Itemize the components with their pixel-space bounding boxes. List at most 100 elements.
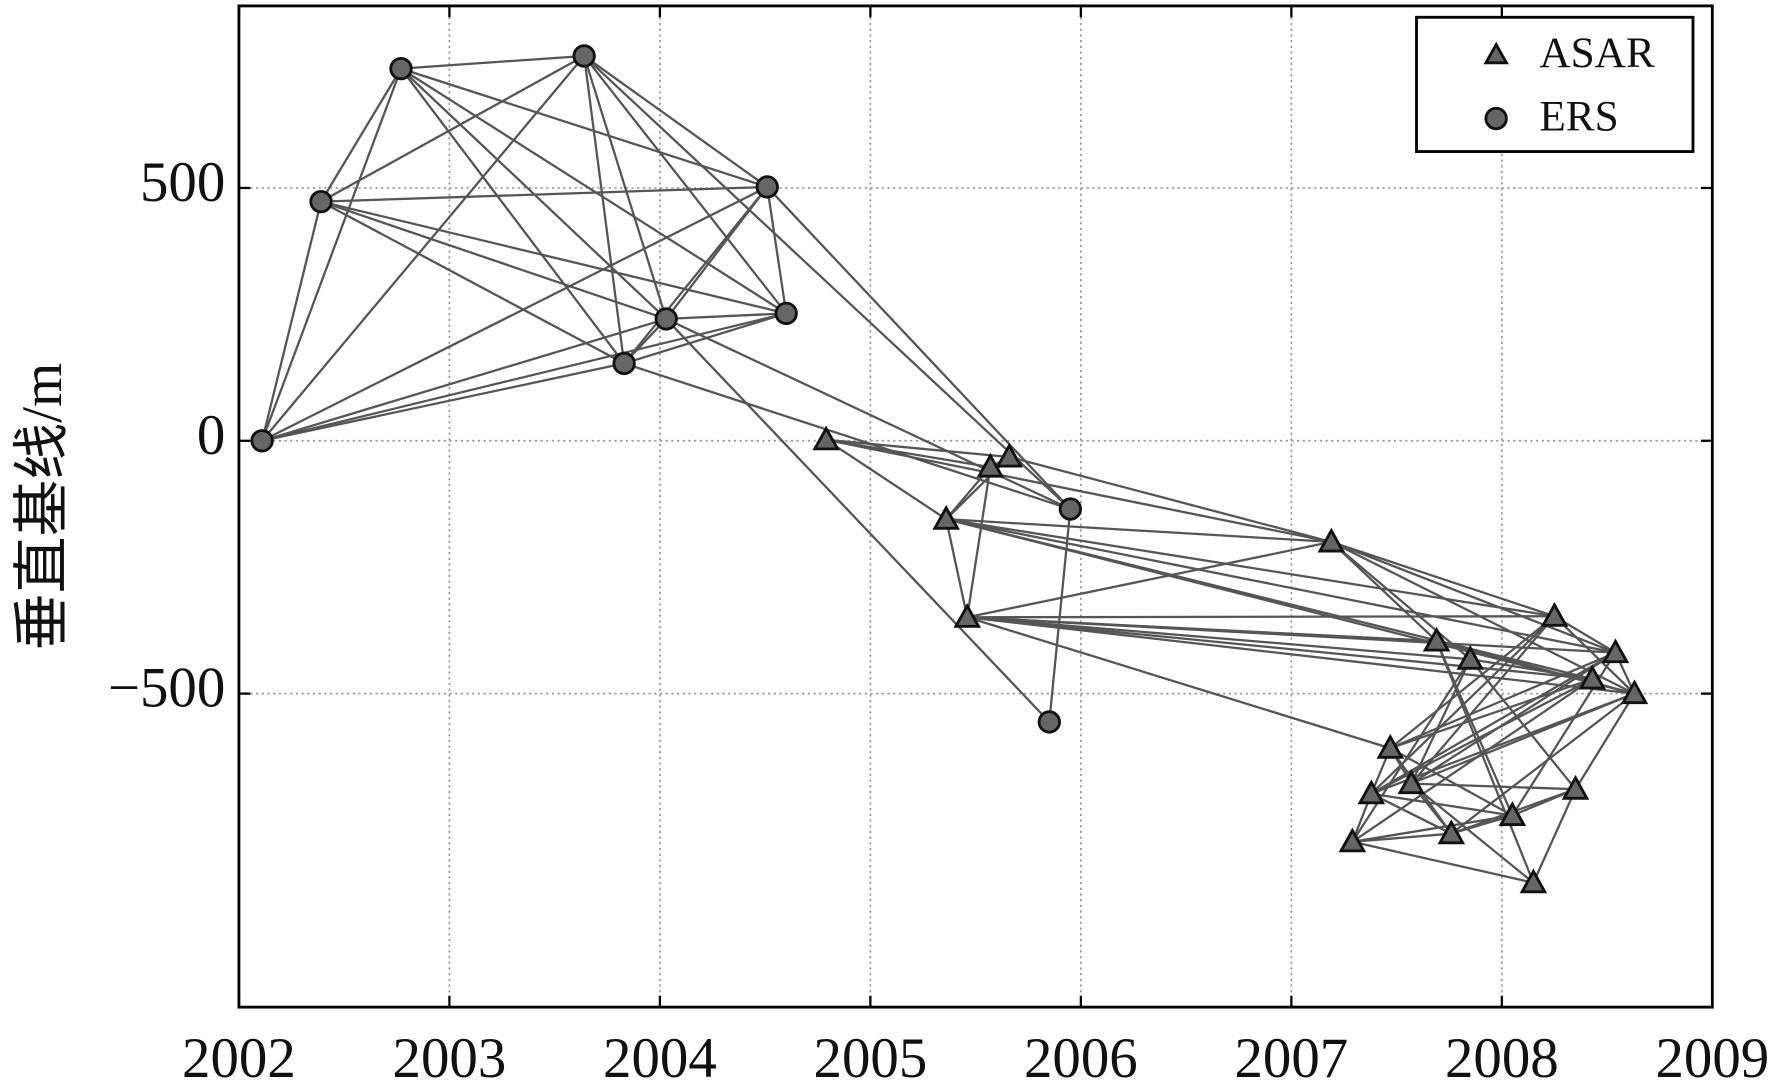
baseline-link — [320, 200, 667, 320]
point — [953, 602, 982, 628]
baseline-link — [320, 54, 585, 203]
point — [1519, 868, 1548, 894]
baseline-link — [1410, 782, 1535, 884]
baseline-link — [400, 67, 768, 189]
baseline-link — [1574, 693, 1636, 790]
baseline-link — [1330, 541, 1471, 661]
baseline-link — [320, 200, 787, 315]
baseline-link — [1389, 747, 1513, 817]
x-tick-label: 2005 — [814, 1027, 928, 1087]
baseline-link — [945, 518, 1593, 681]
point — [1376, 733, 1405, 759]
point — [1578, 664, 1607, 690]
baseline-link — [1330, 540, 1555, 618]
baseline-link — [1470, 658, 1593, 681]
baseline-link — [400, 54, 585, 70]
point — [774, 301, 798, 326]
baseline-link — [945, 518, 969, 618]
baseline-link — [666, 312, 787, 321]
baseline-link — [945, 518, 1555, 618]
x-tick-label: 2002 — [182, 1027, 296, 1087]
baseline-link — [260, 201, 323, 442]
baseline-link — [967, 615, 1555, 619]
x-tick-label: 2004 — [603, 1027, 717, 1087]
legend-symbol — [1484, 106, 1508, 131]
baseline-link — [261, 68, 403, 442]
baseline-link — [1352, 814, 1513, 843]
baseline-link — [766, 186, 1072, 510]
baseline-link — [400, 67, 787, 315]
point — [1540, 601, 1569, 627]
baseline-link — [665, 318, 1051, 723]
point — [755, 175, 779, 199]
point — [1498, 801, 1527, 827]
baseline-link — [966, 466, 992, 618]
baseline-link — [1351, 658, 1472, 843]
point — [932, 504, 960, 530]
baseline-link — [1009, 455, 1332, 544]
y-tick-label: 500 — [140, 151, 225, 214]
x-tick-label: 2009 — [1655, 1027, 1769, 1087]
baseline-link — [766, 186, 788, 314]
point — [1397, 769, 1426, 795]
baseline-link — [825, 438, 947, 521]
point — [1456, 644, 1485, 670]
point — [1620, 679, 1649, 705]
y-tick-label: 0 — [197, 404, 225, 467]
y-tick-label: −500 — [108, 657, 225, 720]
point — [1422, 626, 1451, 652]
baseline-link — [1389, 615, 1556, 750]
baseline-link — [583, 55, 1072, 510]
legend-label: ERS — [1539, 93, 1618, 141]
x-tick-label: 2003 — [393, 1027, 507, 1087]
point — [812, 425, 840, 451]
plot-frame — [237, 4, 1714, 1009]
baseline-link — [946, 518, 1332, 544]
point — [572, 44, 596, 68]
baseline-link — [1048, 508, 1072, 723]
legend-label: ASAR — [1539, 29, 1654, 77]
baseline-link — [967, 616, 1635, 695]
baseline-link — [1330, 540, 1616, 654]
baseline-link — [1450, 692, 1636, 835]
baseline-link — [1351, 678, 1593, 843]
baseline-link — [1553, 615, 1636, 695]
baseline-link — [966, 616, 1391, 750]
baseline-link — [400, 67, 667, 320]
baseline-link — [826, 438, 1010, 459]
point — [976, 452, 1005, 478]
baseline-link — [1411, 782, 1576, 791]
baseline-link — [400, 67, 626, 365]
point — [1357, 779, 1386, 805]
baseline-link — [320, 68, 402, 203]
baseline-link — [583, 55, 668, 320]
point — [654, 307, 678, 331]
baseline-link — [261, 312, 787, 442]
point — [612, 351, 636, 376]
baseline-link — [583, 55, 768, 188]
baseline-link — [945, 518, 1616, 654]
baseline-link — [967, 616, 1437, 643]
x-tick-label: 2007 — [1234, 1027, 1348, 1087]
baseline-link — [623, 186, 769, 365]
baseline-link — [1352, 832, 1452, 843]
baseline-link — [1352, 840, 1534, 884]
baseline-link — [1532, 788, 1577, 884]
point — [1317, 527, 1346, 553]
baseline-link — [1330, 540, 1635, 695]
point — [1437, 819, 1466, 845]
legend-box — [1415, 15, 1695, 153]
point — [1058, 497, 1083, 521]
y-axis-label: 垂直基线/m — [11, 363, 74, 651]
baseline-link — [665, 317, 1071, 511]
point — [389, 56, 413, 81]
point — [1037, 710, 1061, 734]
baseline-link — [967, 616, 1471, 661]
baseline-link — [582, 55, 626, 364]
baseline-link — [320, 200, 625, 365]
x-tick-label: 2006 — [1024, 1027, 1138, 1087]
baseline-link — [1435, 640, 1535, 884]
point — [1561, 774, 1590, 800]
point — [995, 442, 1024, 468]
